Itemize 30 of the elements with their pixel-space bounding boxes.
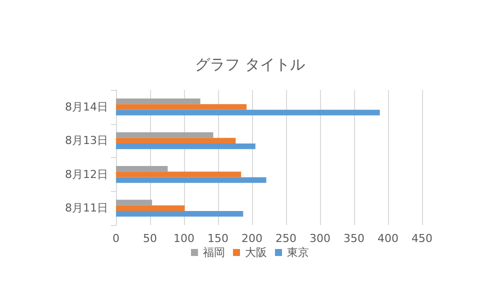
x-tick-label: 450 [412,232,432,245]
x-tick-label: 200 [242,232,262,245]
x-tick-label: 350 [344,232,364,245]
bar [116,205,185,211]
bar [116,200,152,206]
bar [116,98,200,104]
x-tick-label: 50 [143,232,157,245]
y-tick-label: 8月11日 [65,202,108,215]
x-tick-label: 100 [174,232,194,245]
x-tick-label: 150 [208,232,228,245]
bar [116,138,236,144]
legend-label: 大阪 [245,246,267,259]
x-tick-label: 0 [112,232,120,245]
bar [116,143,256,150]
bar [116,104,247,110]
y-tick-label: 8月13日 [65,134,108,148]
chart-title: グラフ タイトル [195,56,305,74]
x-tick-label: 400 [378,232,398,245]
y-tick-label: 8月12日 [65,168,108,181]
bar [116,172,242,178]
bar [116,166,168,172]
x-tick-label: 300 [310,232,330,245]
x-tick-label: 250 [276,232,296,245]
bar [116,132,214,138]
legend-label: 福岡 [203,246,225,259]
legend-label: 東京 [287,246,309,259]
bar [116,110,380,116]
y-tick-label: 8月14日 [65,100,108,114]
bar [116,210,244,217]
bar [116,177,266,183]
